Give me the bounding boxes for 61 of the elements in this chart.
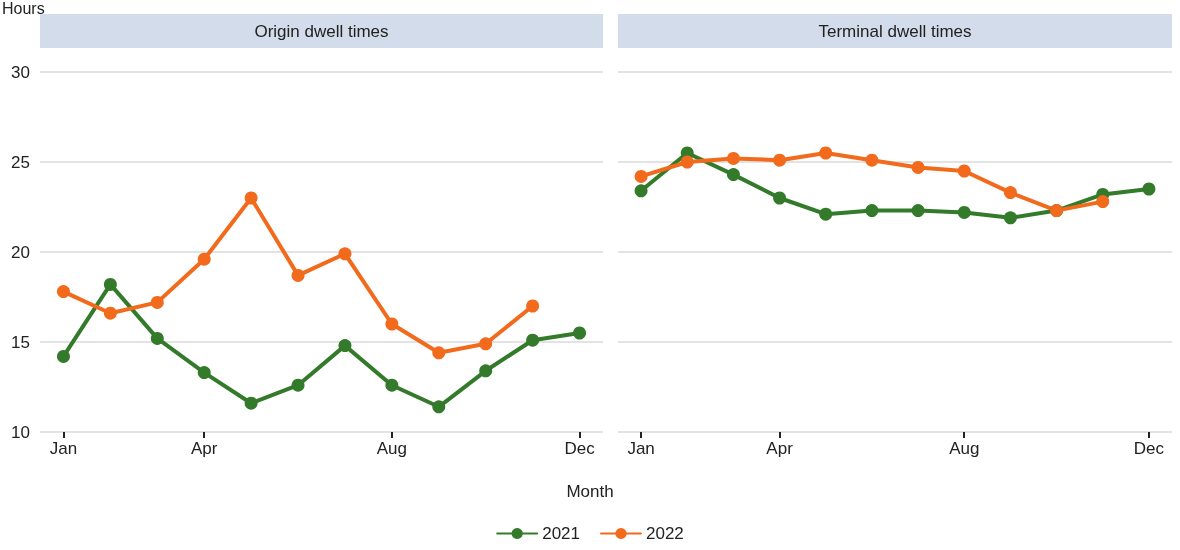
point <box>432 400 446 414</box>
y-tick-label: 20 <box>11 242 30 262</box>
point <box>197 252 211 266</box>
point <box>634 169 648 183</box>
point <box>56 349 70 363</box>
x-tick-label: Apr <box>190 439 218 458</box>
y-tick-label: 30 <box>11 62 30 82</box>
point <box>385 317 399 331</box>
point <box>244 396 258 410</box>
point <box>957 164 971 178</box>
legend-label: 2021 <box>542 524 581 543</box>
x-axis-title: Month <box>566 482 614 501</box>
point <box>103 277 117 291</box>
point <box>385 378 399 392</box>
x-tick-label: Dec <box>564 439 596 458</box>
y-axis-title: Hours <box>2 0 45 17</box>
point <box>911 160 925 174</box>
point <box>526 333 540 347</box>
point <box>865 153 879 167</box>
point <box>291 268 305 282</box>
point <box>526 299 540 313</box>
point <box>1096 195 1110 209</box>
point <box>680 155 694 169</box>
legend-label: 2022 <box>646 524 684 543</box>
x-tick-label: Aug <box>949 439 980 458</box>
point <box>773 191 787 205</box>
point <box>291 378 305 392</box>
y-tick-label: 10 <box>11 422 30 442</box>
y-tick-label: 25 <box>11 152 30 172</box>
x-tick-label: Jan <box>49 439 78 458</box>
point <box>150 331 164 345</box>
point <box>244 191 258 205</box>
chart-title: Origin dwell times <box>254 21 389 41</box>
point <box>865 204 879 218</box>
x-tick-label: Jan <box>627 439 655 458</box>
x-tick-label: Apr <box>766 439 794 458</box>
point <box>479 337 493 351</box>
point <box>819 207 833 221</box>
point <box>432 346 446 360</box>
point <box>338 339 352 353</box>
point <box>56 285 70 299</box>
point <box>773 153 787 167</box>
point <box>957 205 971 219</box>
point <box>150 295 164 309</box>
x-tick-label: Dec <box>1133 439 1165 458</box>
point <box>197 366 211 380</box>
x-tick-label: Aug <box>376 439 407 458</box>
point <box>634 184 648 198</box>
point <box>911 204 925 218</box>
point <box>1142 182 1156 196</box>
chart-title: Terminal dwell times <box>818 21 972 41</box>
point <box>573 326 587 340</box>
point <box>726 151 740 165</box>
point <box>1003 186 1017 200</box>
point <box>819 146 833 160</box>
point <box>103 306 117 320</box>
point <box>726 168 740 182</box>
point <box>1003 211 1017 225</box>
point <box>338 247 352 261</box>
point <box>479 364 493 378</box>
y-tick-label: 15 <box>11 332 30 352</box>
